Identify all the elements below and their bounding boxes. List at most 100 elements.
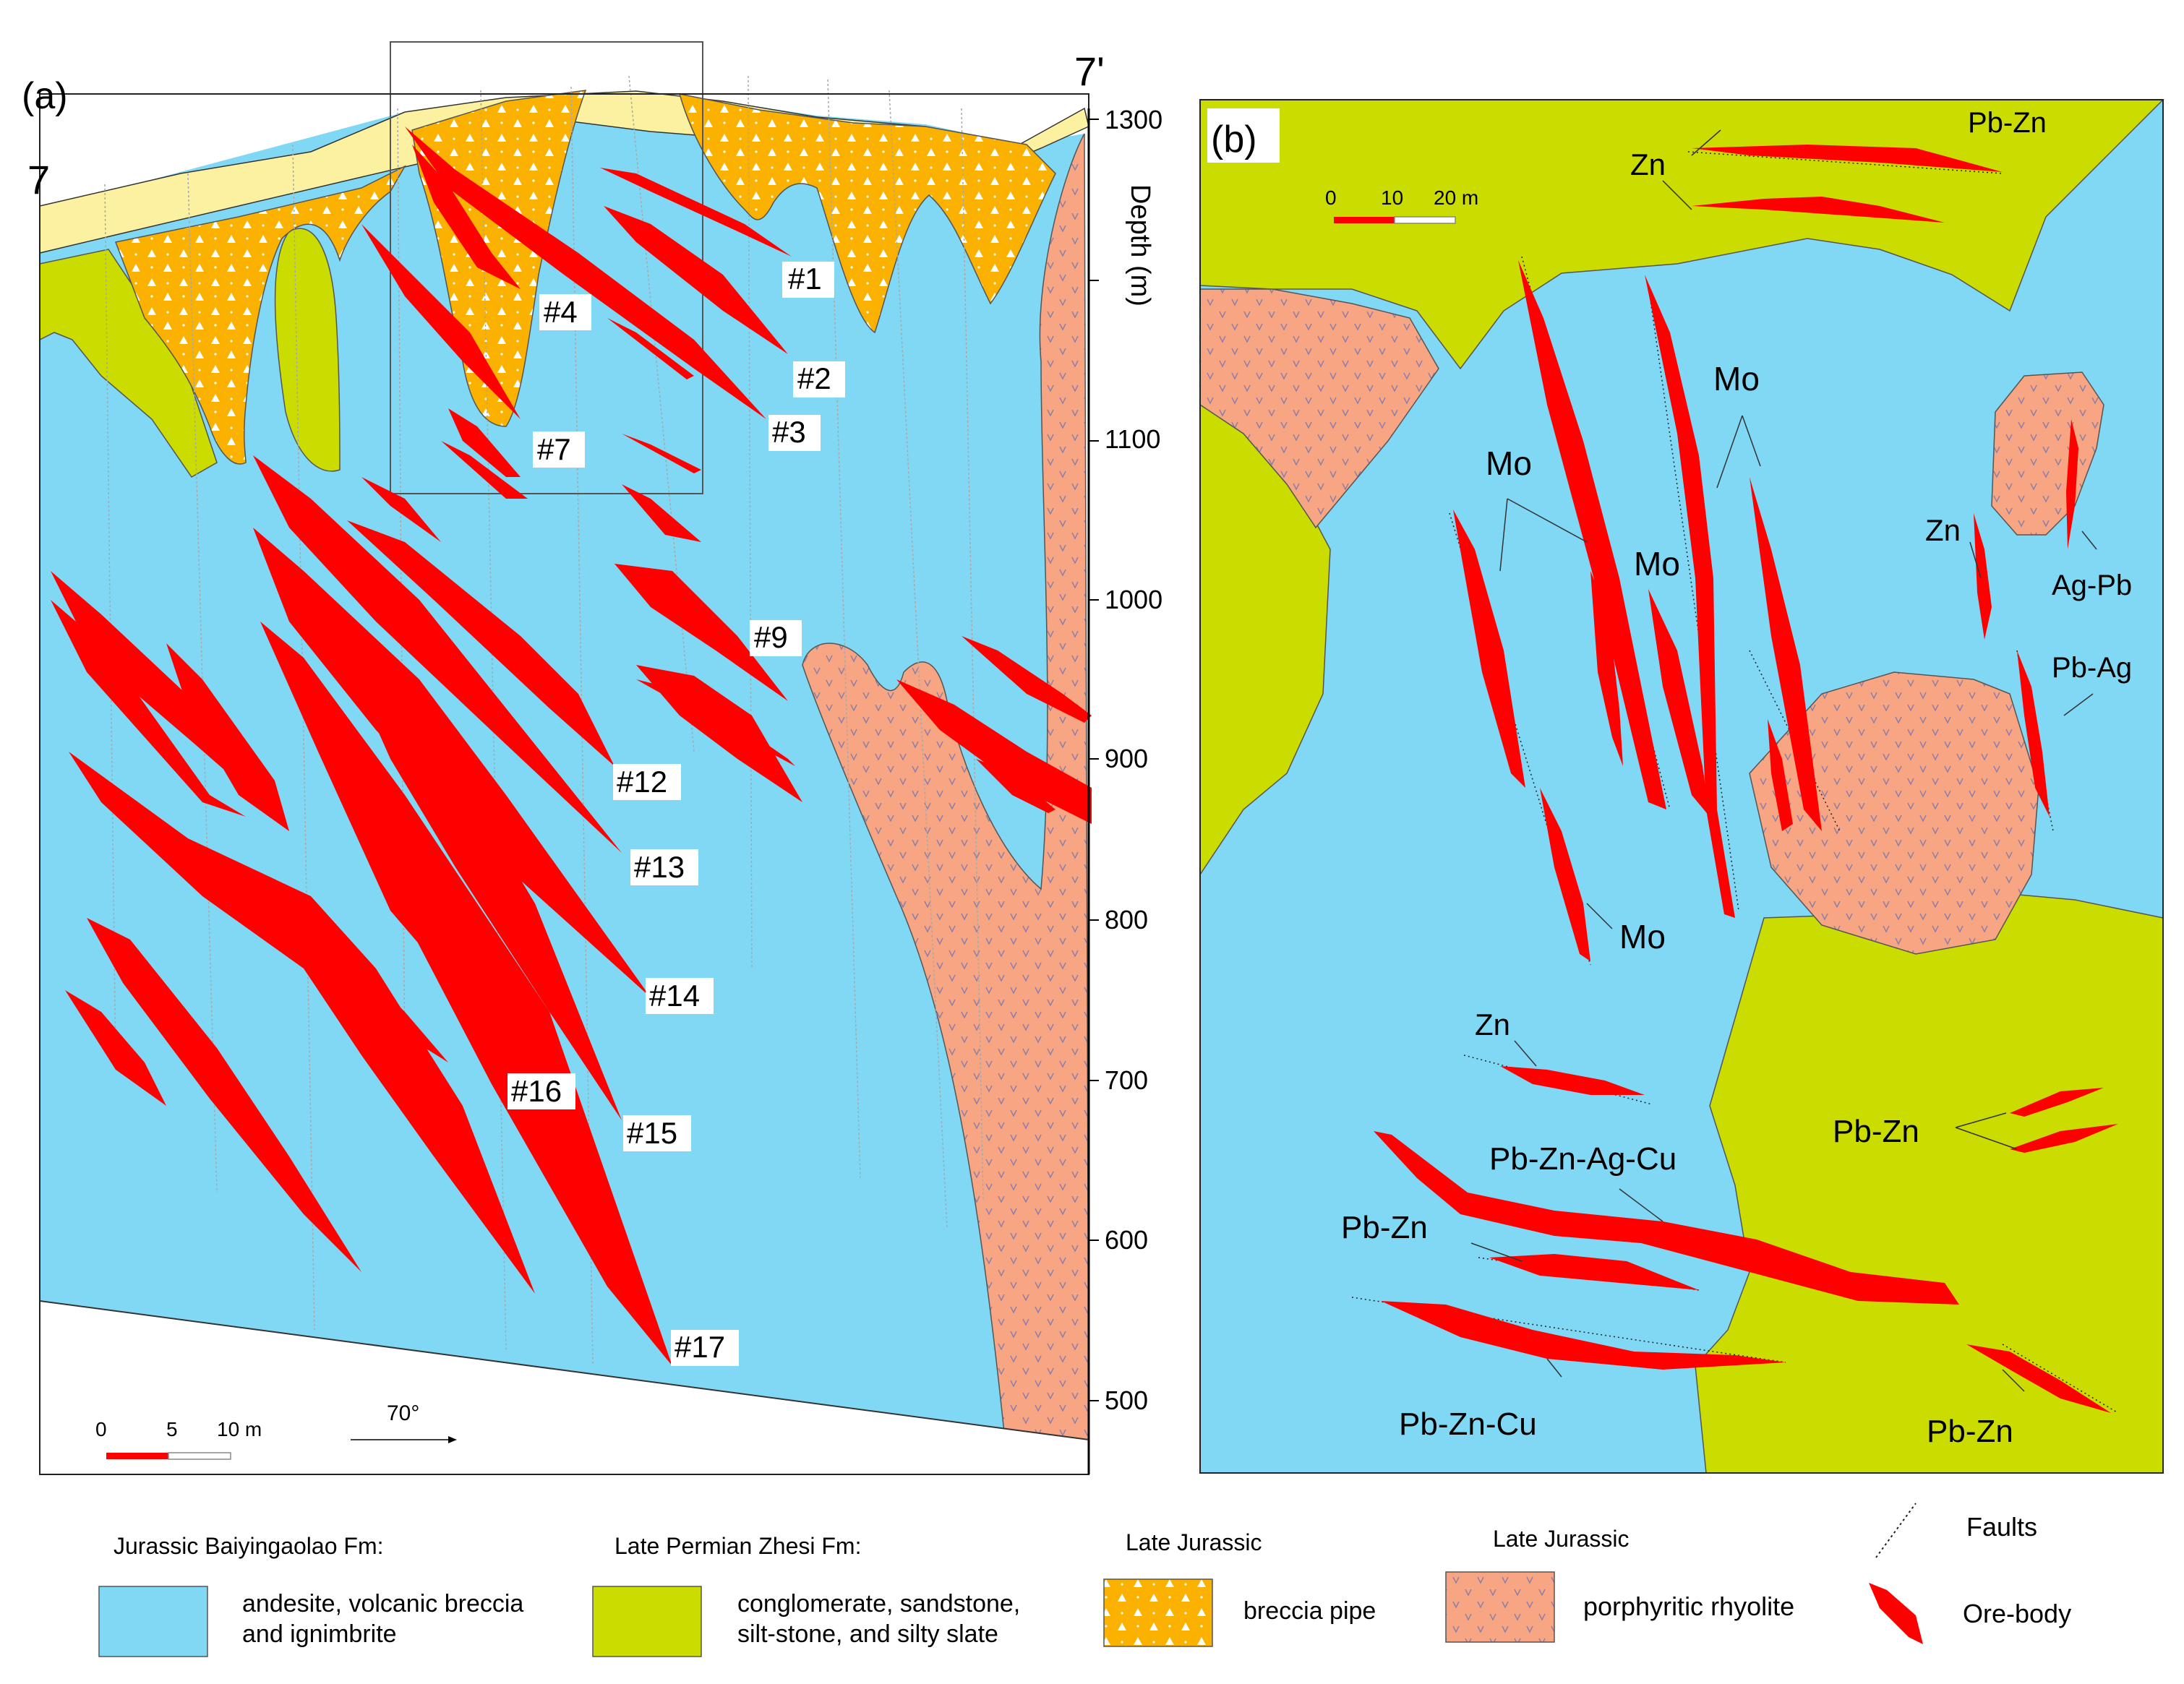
ore-label-3: #3 <box>772 415 806 449</box>
mineral-labels-b: Pb-Zn Zn Mo Mo Mo Mo Zn Ag-Pb Pb-Ag Zn P… <box>1341 107 2132 1449</box>
depth-tick-1000: 1000 <box>1105 585 1162 614</box>
panel-b-label: (b) <box>1211 119 1257 160</box>
ore-label-1: #1 <box>788 262 822 296</box>
legend-text-andesite-2: and ignimbrite <box>242 1620 397 1648</box>
ore-b-zn <box>1974 513 1992 640</box>
ore-b-pbzn-right2 <box>2010 1124 2118 1153</box>
ore-body-24 <box>296 925 448 1062</box>
svg-text:0: 0 <box>1325 186 1337 209</box>
rhyolite-unit-right <box>802 133 1089 1440</box>
ore-label-4: #4 <box>544 295 578 329</box>
svg-text:20 m: 20 m <box>1434 186 1478 209</box>
label-pbzn-left: Pb-Zn <box>1341 1210 1428 1245</box>
legend-text-zhesi-2: silt-stone, and silty slate <box>737 1620 998 1648</box>
rhyolite-unit-b-left <box>1199 288 1439 529</box>
label-mo-3: Mo <box>1634 545 1680 583</box>
label-zn-top: Zn <box>1630 147 1666 181</box>
ore-b-mo-3 <box>1645 275 1735 918</box>
panel-a: 1300 1100 1000 900 800 700 600 500 Depth… <box>22 41 1162 1475</box>
ore-body-9 <box>614 564 788 701</box>
label-mo-1: Mo <box>1486 444 1532 482</box>
ore-label-15: #15 <box>627 1116 677 1150</box>
ore-b-mo-2 <box>1453 510 1525 788</box>
ore-b-pbzncu-main <box>1374 1131 1959 1305</box>
legend-swatch-faults <box>1875 1503 1917 1558</box>
ore-b-pbzn-bottom <box>1966 1344 2111 1413</box>
ore-body-19 <box>51 571 253 795</box>
legend: Jurassic Baiyingaolao Fm: andesite, volc… <box>98 1503 2071 1657</box>
label-pbzn-bottom: Pb-Zn <box>1927 1414 2013 1449</box>
section-bottom-line <box>39 1300 1089 1440</box>
ore-body-5 <box>607 318 694 379</box>
ore-b-mo-5 <box>1648 589 1710 817</box>
depth-tick-600: 600 <box>1105 1225 1148 1255</box>
ore-body-4b <box>361 224 521 419</box>
ore-b-pbzn-top2 <box>1692 197 1945 223</box>
ore-b-agpb <box>2066 419 2078 549</box>
breccia-pipe-right <box>678 93 1056 334</box>
depth-axis <box>1089 119 1099 1401</box>
ore-b-pbzncu <box>1381 1301 1786 1370</box>
legend-swatch-zhesi <box>592 1586 702 1657</box>
ore-label-7: #7 <box>537 432 571 466</box>
ore-body-8b <box>622 484 701 542</box>
zhesi-unit-b-bottom <box>1695 892 2164 1474</box>
label-zn-mid: Zn <box>1475 1008 1510 1041</box>
ore-body-25 <box>896 679 1092 824</box>
ore-body-14 <box>253 528 651 997</box>
legend-heading-baiyingaolao: Jurassic Baiyingaolao Fm: <box>114 1533 383 1559</box>
ore-body-11 <box>636 679 795 766</box>
legend-text-zhesi-1: conglomerate, sandstone, <box>737 1590 1020 1618</box>
depth-tick-500: 500 <box>1105 1386 1148 1415</box>
ore-body-1 <box>600 168 792 257</box>
label-pbzn-top: Pb-Zn <box>1968 107 2047 139</box>
legend-heading-rhyolite: Late Jurassic <box>1493 1526 1630 1552</box>
ore-body-22 <box>87 918 361 1272</box>
ore-b-mo-1 <box>1518 260 1666 809</box>
label-mo-2: Mo <box>1713 360 1760 398</box>
ore-body-6 <box>361 477 441 542</box>
leader-lines-b <box>1470 129 2097 1392</box>
ore-body-20 <box>51 600 246 817</box>
ore-bodies-a <box>51 126 1092 1366</box>
rhyolite-unit-b-center <box>1749 671 2039 955</box>
ore-body-23 <box>65 990 166 1106</box>
ore-body-27 <box>976 759 1055 813</box>
depth-tick-700: 700 <box>1105 1065 1148 1095</box>
legend-swatch-breccia <box>1103 1578 1213 1647</box>
legend-swatch-rhyolite <box>1445 1571 1555 1643</box>
ore-body-12 <box>347 520 614 766</box>
scale-bar-a: 0 5 10 m <box>95 1418 262 1460</box>
label-mo-4: Mo <box>1619 918 1666 955</box>
legend-text-rhyolite: porphyritic rhyolite <box>1583 1591 1794 1621</box>
panel-a-label: (a) <box>22 75 68 117</box>
label-pbzn-right: Pb-Zn <box>1833 1114 1919 1149</box>
ore-label-17: #17 <box>675 1330 725 1364</box>
breccia-pipe-left <box>114 165 406 465</box>
section-start-label: 7 <box>27 157 50 202</box>
ore-label-2: #2 <box>797 361 831 395</box>
ore-body-2 <box>604 206 788 354</box>
ore-body-13 <box>253 455 622 853</box>
zhesi-unit-center <box>274 228 341 472</box>
label-pbag: Pb-Ag <box>2052 652 2132 684</box>
svg-text:10: 10 <box>1381 186 1403 209</box>
ore-bodies-b <box>1374 145 2118 1413</box>
depth-tick-1300: 1300 <box>1105 105 1162 134</box>
panel-b: (b) Pb-Zn Zn Mo Mo Mo Mo Zn Ag-Pb Pb-Ag … <box>1199 99 2164 1474</box>
depth-tick-800: 800 <box>1105 905 1148 935</box>
ore-body-8 <box>622 434 701 473</box>
ore-labels-a: #1 #2 #3 #4 #7 #9 #12 #13 #14 #15 #16 #1… <box>508 262 845 1366</box>
section-end-label: 7' <box>1074 48 1105 94</box>
svg-text:0: 0 <box>95 1418 107 1440</box>
ore-body-15 <box>361 694 622 1120</box>
ore-b-zn-mid <box>1500 1066 1645 1095</box>
ore-body-3 <box>405 126 766 419</box>
scale-bar-b: 0 10 20 m <box>1325 186 1478 224</box>
label-zn-right: Zn <box>1925 513 1961 547</box>
ore-body-7b <box>441 441 528 499</box>
ore-label-12: #12 <box>617 765 667 799</box>
ore-b-pbzn-right1 <box>2010 1088 2104 1117</box>
legend-swatch-orebody <box>1869 1583 1923 1644</box>
